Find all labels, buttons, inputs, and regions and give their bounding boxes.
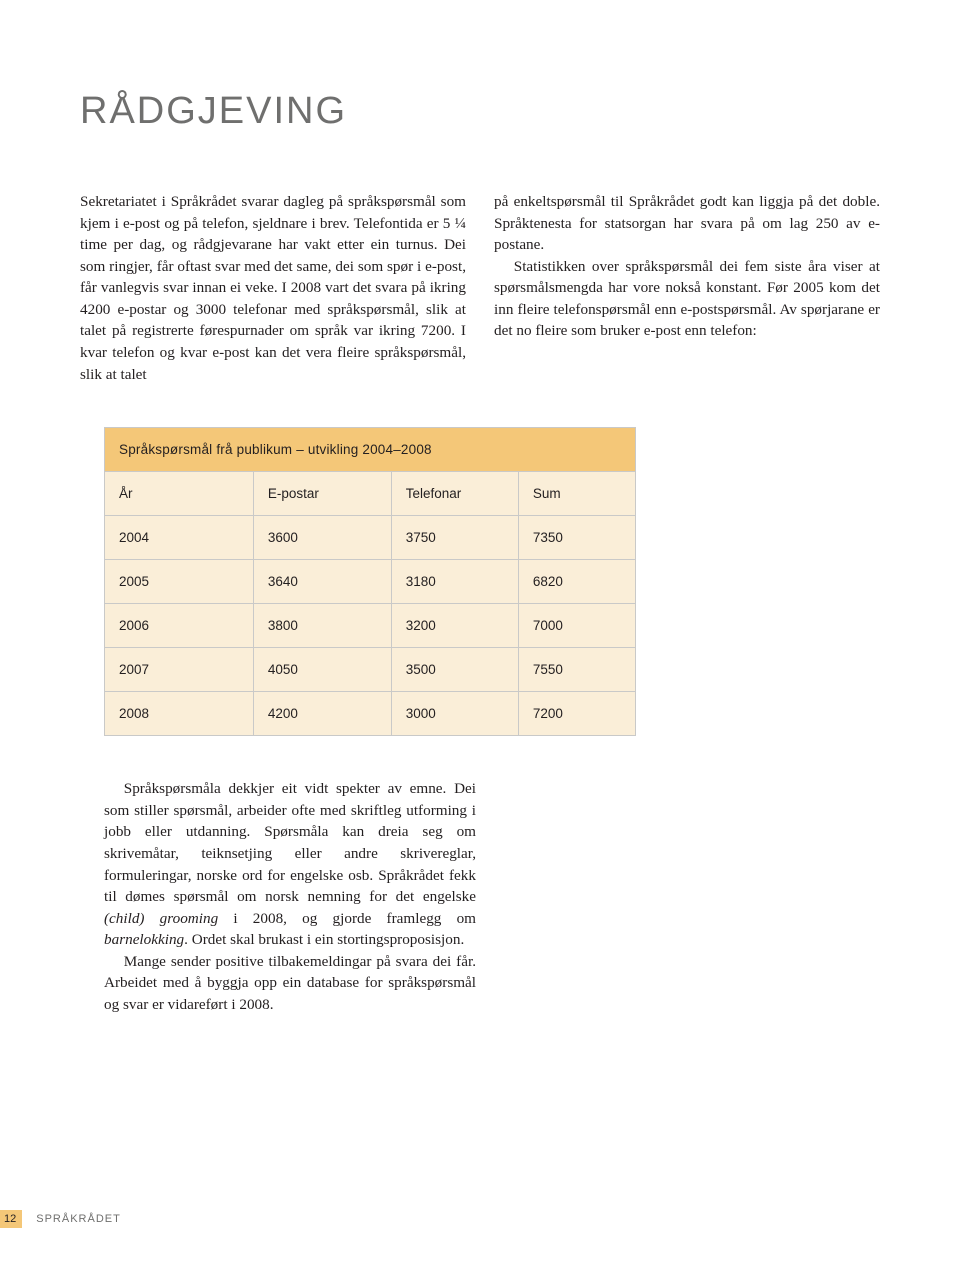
table-row: 2005 3640 3180 6820 [105, 560, 635, 604]
table-title: Språkspørsmål frå publikum – utvikling 2… [105, 428, 635, 471]
cell: 2004 [105, 516, 253, 560]
col-header-epost: E-postar [253, 472, 391, 516]
intro-para-2a: på enkeltspørsmål til Språkrådet godt ka… [494, 191, 880, 256]
cell: 7350 [518, 516, 635, 560]
cell: 7200 [518, 692, 635, 736]
after-para-2: Mange sender positive tilbakemeldingar p… [104, 951, 476, 1016]
table-row: 2006 3800 3200 7000 [105, 604, 635, 648]
intro-columns: Sekretariatet i Språkrådet svarar dagleg… [80, 191, 880, 385]
intro-col-left: Sekretariatet i Språkrådet svarar dagleg… [80, 191, 466, 385]
cell: 3640 [253, 560, 391, 604]
cell: 6820 [518, 560, 635, 604]
page-number: 12 [0, 1210, 22, 1228]
cell: 3500 [391, 648, 518, 692]
cell: 3800 [253, 604, 391, 648]
after-table-text: Språkspørsmåla dekkjer eit vidt spekter … [104, 778, 476, 1015]
cell: 4050 [253, 648, 391, 692]
cell: 3000 [391, 692, 518, 736]
stats-table-container: Språkspørsmål frå publikum – utvikling 2… [104, 427, 636, 736]
cell: 3180 [391, 560, 518, 604]
cell: 4200 [253, 692, 391, 736]
intro-para-1: Sekretariatet i Språkrådet svarar dagleg… [80, 191, 466, 385]
after-p1-c: . Ordet skal brukast i ein stortingsprop… [184, 931, 464, 948]
page-heading: RÅDGJEVING [80, 90, 880, 133]
table-row: 2004 3600 3750 7350 [105, 516, 635, 560]
cell: 2006 [105, 604, 253, 648]
after-p1-italic2: barnelokking [104, 931, 184, 948]
cell: 2005 [105, 560, 253, 604]
intro-para-2b: Statistikken over språkspørsmål dei fem … [494, 256, 880, 342]
col-header-year: År [105, 472, 253, 516]
cell: 3600 [253, 516, 391, 560]
intro-col-right: på enkeltspørsmål til Språkrådet godt ka… [494, 191, 880, 385]
cell: 2008 [105, 692, 253, 736]
cell: 7000 [518, 604, 635, 648]
col-header-telefon: Telefonar [391, 472, 518, 516]
cell: 3750 [391, 516, 518, 560]
stats-table: År E-postar Telefonar Sum 2004 3600 3750… [105, 471, 635, 735]
cell: 7550 [518, 648, 635, 692]
after-p1-b: i 2008, og gjorde framlegg om [218, 910, 476, 927]
table-header-row: År E-postar Telefonar Sum [105, 472, 635, 516]
table-row: 2007 4050 3500 7550 [105, 648, 635, 692]
after-p1-a: Språkspørsmåla dekkjer eit vidt spekter … [104, 780, 476, 905]
after-para-1: Språkspørsmåla dekkjer eit vidt spekter … [104, 778, 476, 951]
cell: 2007 [105, 648, 253, 692]
table-row: 2008 4200 3000 7200 [105, 692, 635, 736]
footer-label: SPRÅKRÅDET [36, 1213, 121, 1225]
cell: 3200 [391, 604, 518, 648]
after-p1-italic1: (child) grooming [104, 910, 218, 927]
col-header-sum: Sum [518, 472, 635, 516]
page-footer: 12 SPRÅKRÅDET [0, 1210, 121, 1228]
